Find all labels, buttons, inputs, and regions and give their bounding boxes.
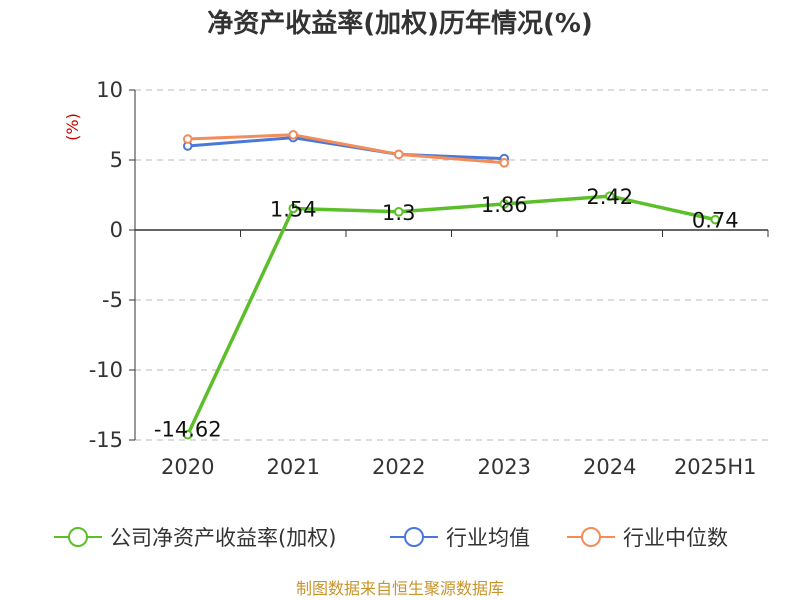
series-line-2 — [187, 133, 505, 165]
data-labels: -14.62 1.54 1.3 1.86 2.42 0.74 — [154, 185, 739, 442]
y-tick-label: 10 — [96, 78, 123, 102]
legend-marker — [581, 527, 601, 547]
series-0 — [182, 191, 721, 440]
chart-title: 净资产收益率(加权)历年情况(%) — [207, 8, 593, 39]
data-label-0: -14.62 — [154, 418, 222, 442]
data-label-3: 1.86 — [481, 193, 528, 217]
y-tick-label: -15 — [89, 428, 123, 452]
legend-label: 行业中位数 — [623, 526, 728, 550]
series-point-2-2[interactable] — [393, 149, 404, 160]
legend-item-0[interactable]: 公司净资产收益率(加权) — [54, 526, 336, 550]
x-tick-label-2024: 2024 — [583, 455, 636, 479]
series-point-0-4[interactable] — [604, 191, 615, 201]
legend-item-2[interactable]: 行业中位数 — [567, 526, 728, 550]
series-2 — [182, 130, 510, 168]
y-tick-label: -10 — [89, 358, 123, 382]
x-tick-label-2020: 2020 — [161, 455, 214, 479]
legend-marker — [404, 527, 424, 547]
legend[interactable]: 公司净资产收益率(加权) 行业均值 行业中位数 — [54, 526, 728, 550]
series-point-0-5[interactable] — [710, 214, 721, 225]
data-label-5: 0.74 — [692, 209, 739, 233]
legend-marker — [68, 527, 88, 547]
axes: 10 5 0 -5 -10 -15 2020 2021 2022 2023 2024 2025H1 — [89, 78, 769, 479]
series-point-0-2[interactable] — [393, 207, 404, 217]
series-line-1 — [187, 136, 505, 161]
series-point-2-1[interactable] — [288, 130, 299, 140]
data-label-2: 1.3 — [382, 201, 415, 225]
legend-label: 行业均值 — [446, 526, 530, 550]
x-tick-label-2021: 2021 — [267, 455, 320, 479]
y-tick-label: 0 — [110, 218, 123, 242]
y-tick-label: -5 — [102, 288, 123, 312]
source-footnote: 制图数据来自恒生聚源数据库 — [296, 579, 504, 598]
y-tick-label: 5 — [110, 148, 123, 172]
legend-item-1[interactable]: 行业均值 — [390, 526, 530, 550]
series-point-2-3[interactable] — [499, 158, 510, 168]
series-point-0-3[interactable] — [499, 199, 510, 209]
series-point-2-0[interactable] — [182, 134, 193, 144]
x-tick-label-2023: 2023 — [478, 455, 531, 479]
y-axis-label: (%) — [63, 113, 82, 141]
series-line-0 — [186, 194, 716, 436]
series-point-0-0[interactable] — [182, 429, 193, 440]
legend-label: 公司净资产收益率(加权) — [110, 526, 336, 550]
x-tick-label-2022: 2022 — [372, 455, 425, 479]
data-label-1: 1.54 — [270, 197, 317, 221]
series-group — [182, 130, 721, 440]
data-label-4: 2.42 — [586, 185, 633, 209]
x-tick-label-2025H1: 2025H1 — [674, 455, 757, 479]
series-point-0-1[interactable] — [288, 203, 299, 214]
